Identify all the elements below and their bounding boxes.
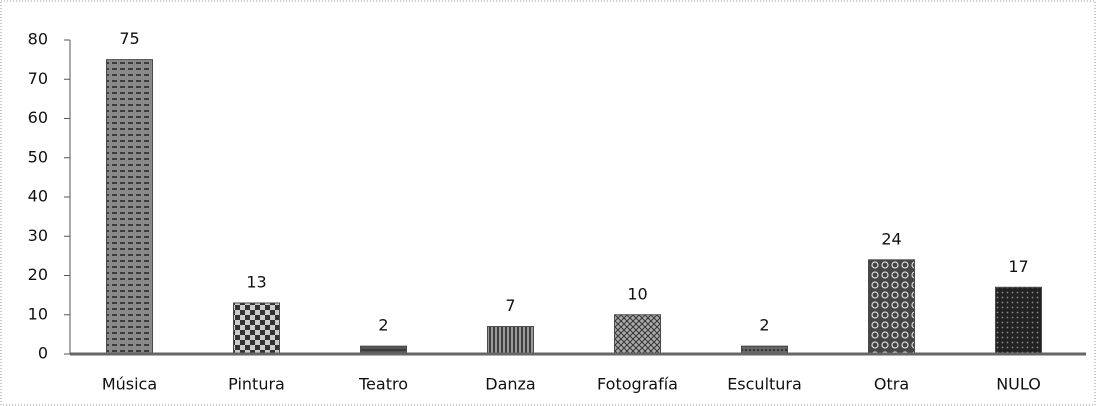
y-tick-label: 80 (28, 30, 48, 49)
value-label: 17 (1008, 257, 1028, 276)
value-label: 75 (119, 29, 139, 48)
value-label: 2 (759, 316, 769, 335)
value-label: 10 (627, 284, 647, 303)
y-tick-label: 30 (28, 226, 48, 245)
value-label: 2 (378, 316, 388, 335)
value-label: 7 (505, 296, 515, 315)
bar (995, 286, 1042, 355)
x-tick-label: Escultura (727, 375, 802, 394)
bar (233, 302, 280, 355)
y-tick-label: 70 (28, 69, 48, 88)
value-label: 13 (246, 272, 266, 291)
y-tick-label: 0 (38, 344, 48, 363)
y-tick-label: 20 (28, 265, 48, 284)
x-tick-label: Danza (485, 375, 535, 394)
y-tick-label: 50 (28, 147, 48, 166)
y-tick-label: 40 (28, 187, 48, 206)
bar (487, 326, 534, 355)
bar (868, 259, 915, 355)
x-tick-label: Teatro (358, 375, 408, 394)
bar (614, 314, 661, 355)
x-tick-label: Fotografía (597, 375, 678, 394)
x-tick-label: Otra (874, 375, 909, 394)
y-tick-label: 60 (28, 108, 48, 127)
value-label: 24 (881, 229, 901, 248)
x-tick-label: Pintura (228, 375, 285, 394)
y-tick-label: 10 (28, 304, 48, 323)
x-tick-label: NULO (996, 375, 1041, 394)
x-tick-label: Música (102, 375, 157, 394)
bar (106, 59, 153, 355)
